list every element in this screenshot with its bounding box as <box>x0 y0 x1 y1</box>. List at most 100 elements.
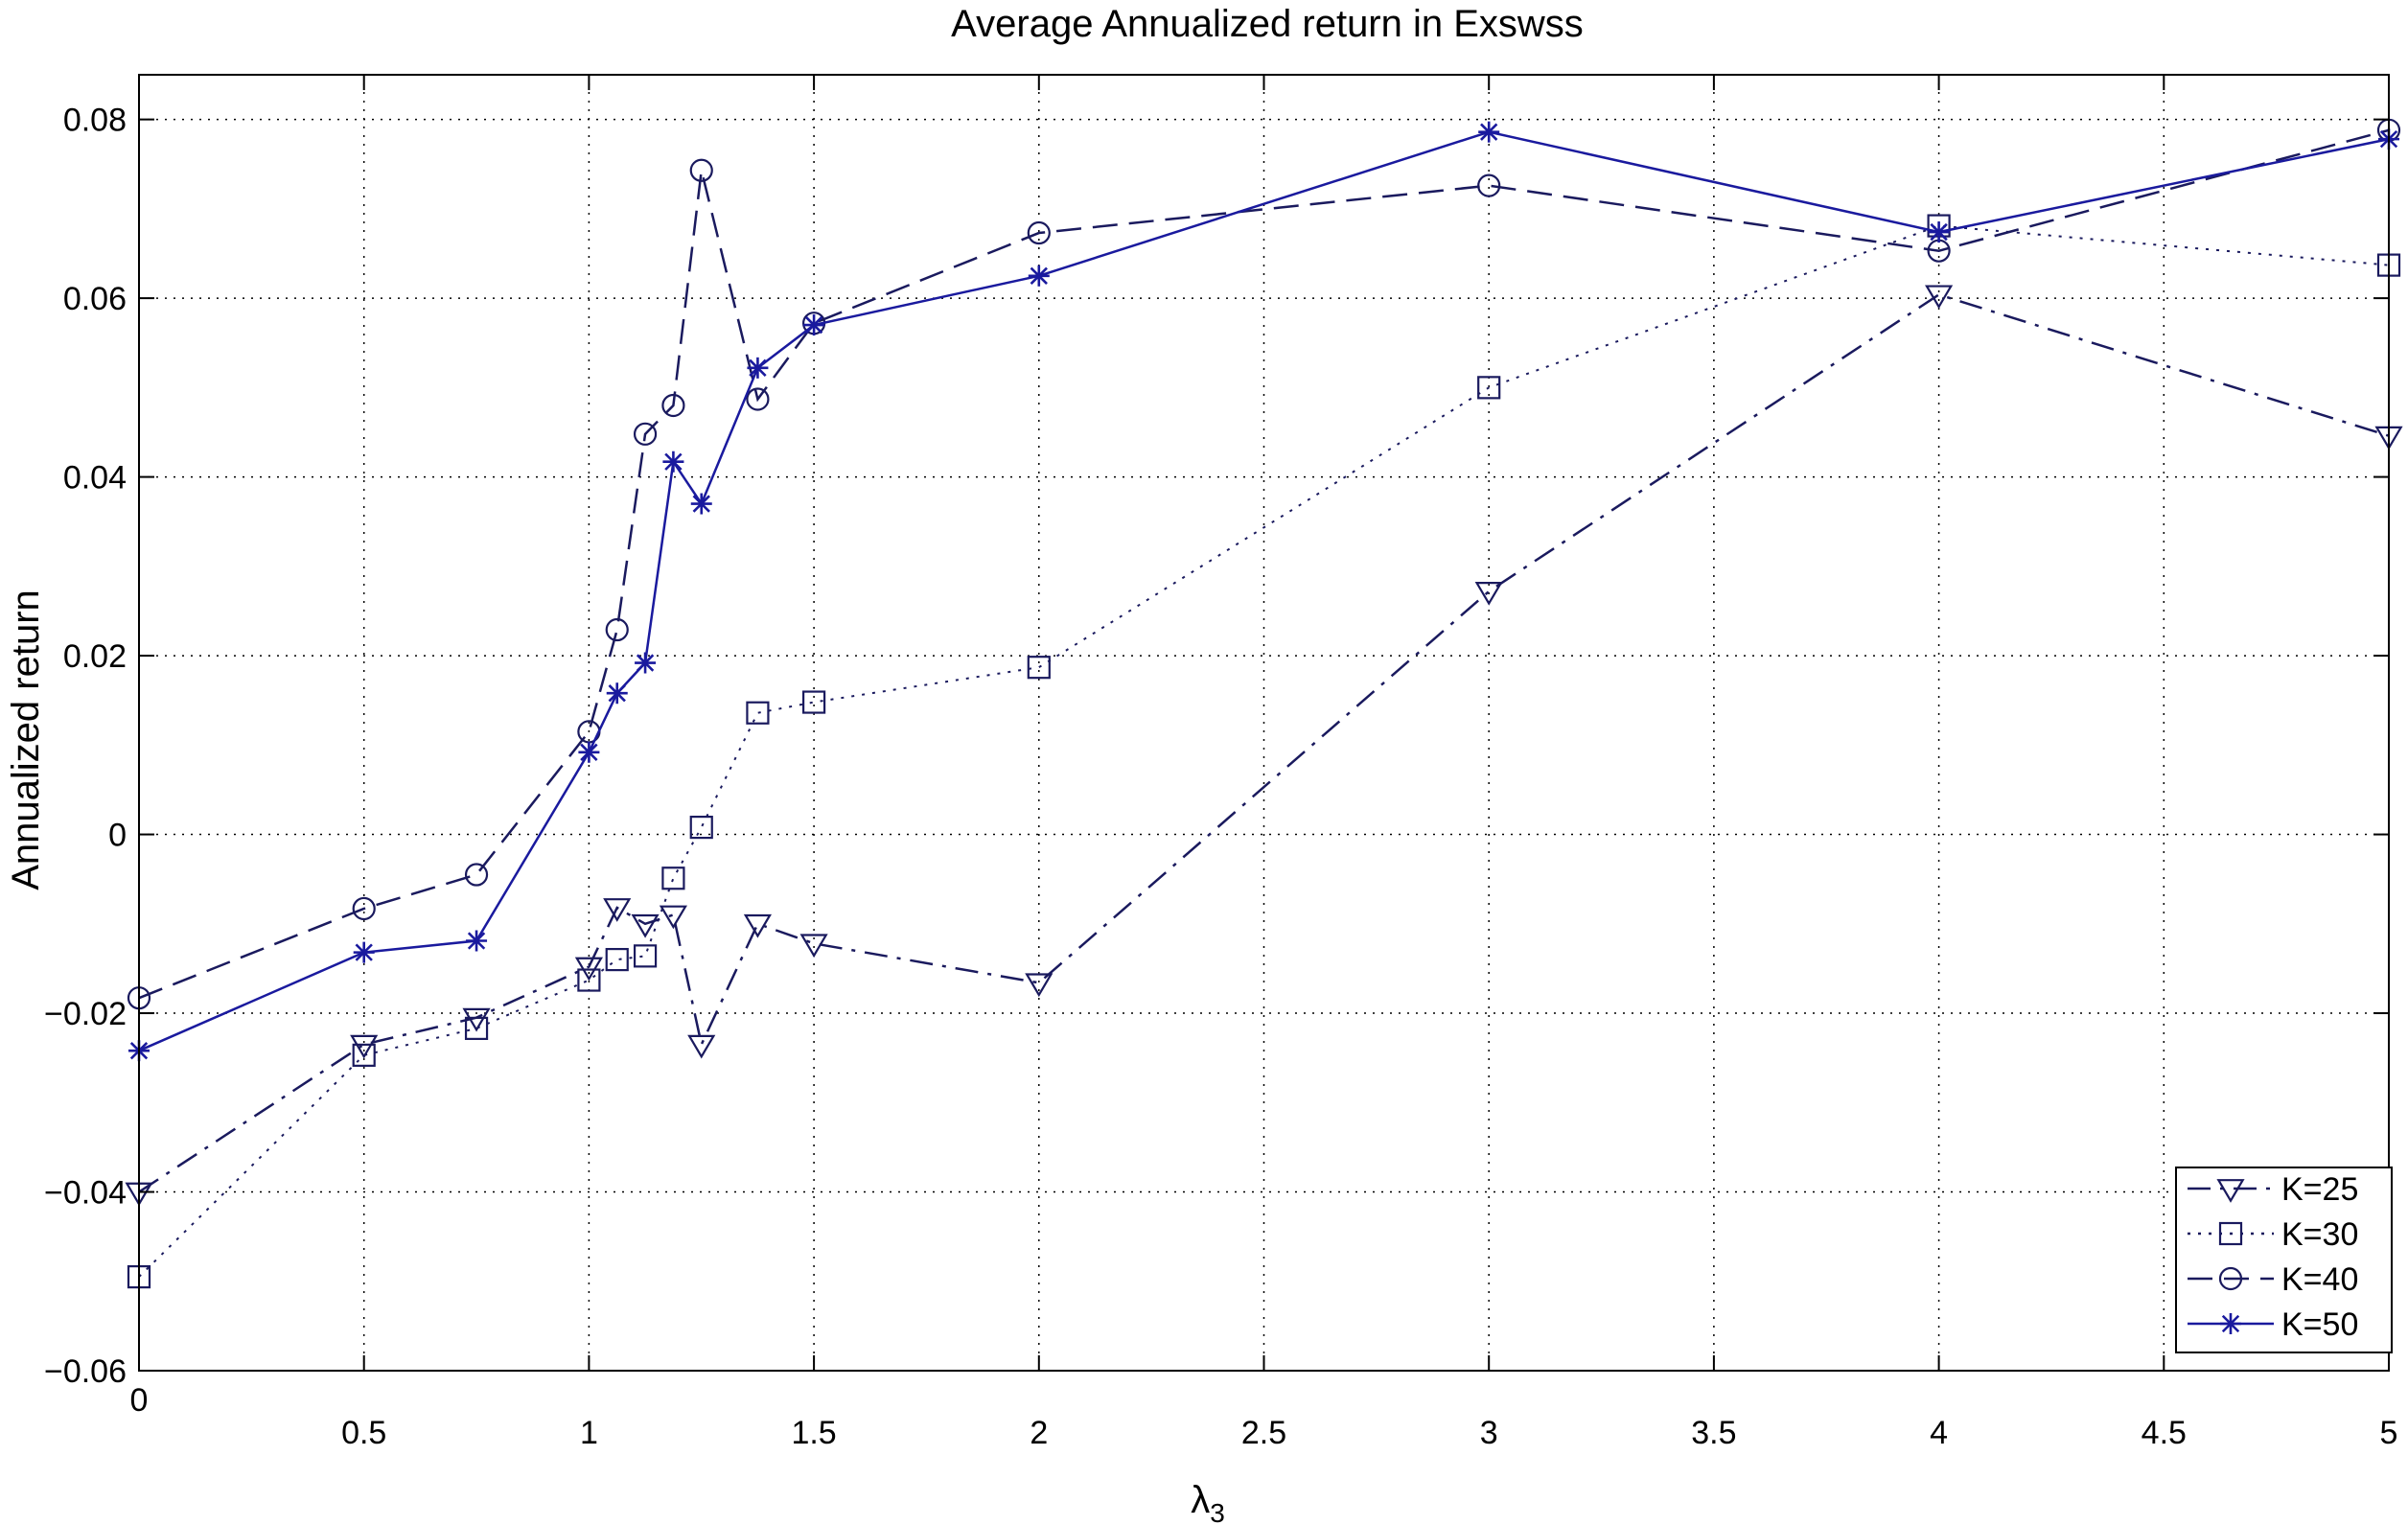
data-point <box>689 158 713 182</box>
star-stroke <box>467 932 486 950</box>
data-point <box>1928 221 1950 243</box>
legend-marker <box>2218 1266 2243 1291</box>
series-k-30 <box>127 214 2401 1289</box>
legend-marker <box>2220 1313 2241 1334</box>
data-point <box>578 741 600 763</box>
x-axis-label-main: λ <box>1191 1479 1210 1521</box>
data-point <box>661 866 685 890</box>
legend-entries: K=25 K=30 K=40 K=50 <box>2188 1171 2358 1343</box>
y-tick-label: 0.06 <box>63 281 127 317</box>
x-tick-labels: 0 0.5 1 1.5 2 2.5 3 3.5 4 4.5 5 <box>130 1382 2398 1451</box>
data-point <box>746 701 770 725</box>
data-point <box>603 898 632 922</box>
data-point <box>577 968 601 992</box>
legend-label: K=50 <box>2281 1306 2358 1343</box>
star-stroke <box>580 743 598 761</box>
star-stroke <box>749 358 767 378</box>
data-point <box>1025 973 1054 998</box>
data-point <box>606 682 628 705</box>
y-tick-label: −0.02 <box>44 996 127 1032</box>
data-point <box>661 393 685 418</box>
grid-lines <box>139 75 2389 1371</box>
legend-entry: K=25 <box>2188 1171 2358 1208</box>
star-stroke <box>804 315 823 335</box>
x-tick-label: 0.5 <box>341 1415 386 1451</box>
star-stroke <box>355 943 373 961</box>
x-tick-label: 0 <box>130 1382 149 1419</box>
legend-marker <box>2216 1179 2245 1203</box>
data-point <box>605 617 629 642</box>
data-point <box>352 1043 376 1067</box>
data-point <box>1028 265 1050 287</box>
y-tick-label: 0.04 <box>63 460 127 497</box>
series-k-25 <box>125 285 2403 1207</box>
legend-entry: K=50 <box>2188 1306 2358 1343</box>
y-tick-labels: −0.06 −0.04 −0.02 0 0.02 0.04 0.06 0.08 <box>44 103 127 1390</box>
series-line <box>138 293 2390 1193</box>
data-point <box>1477 376 1501 400</box>
data-point <box>353 941 375 963</box>
legend-label: K=30 <box>2281 1216 2358 1253</box>
data-point <box>352 896 376 921</box>
data-point <box>687 1034 716 1059</box>
legend-entry: K=40 <box>2188 1261 2358 1298</box>
data-point <box>605 947 629 972</box>
chart-title: Average Annualized return in Exswss <box>951 3 1584 45</box>
x-tick-label: 4 <box>1930 1415 1948 1451</box>
series-k-40 <box>127 118 2401 1010</box>
data-point <box>633 422 658 446</box>
data-point <box>1027 220 1051 245</box>
data-point <box>464 1016 489 1040</box>
data-point <box>1477 173 1501 197</box>
data-point <box>662 451 684 473</box>
legend-box <box>2175 1167 2393 1353</box>
y-tick-label: 0 <box>108 818 127 854</box>
axis-ticks <box>138 75 2390 1372</box>
data-point <box>631 913 660 938</box>
data-point <box>462 1007 491 1032</box>
data-point <box>746 387 770 411</box>
star-stroke <box>636 654 655 672</box>
legend: K=25 K=30 K=40 K=50 <box>2175 1167 2393 1353</box>
series-line <box>138 128 2390 1000</box>
data-point <box>1027 656 1051 680</box>
x-tick-label: 1.5 <box>791 1415 836 1451</box>
y-tick-label: 0.02 <box>63 638 127 675</box>
legend-label: K=40 <box>2281 1261 2358 1298</box>
legend-label: K=25 <box>2281 1171 2358 1208</box>
x-tick-label: 2.5 <box>1241 1415 1286 1451</box>
y-tick-label: 0.08 <box>63 103 127 139</box>
data-point <box>350 1034 379 1059</box>
x-axis-label: λ3 <box>1191 1479 1225 1525</box>
x-tick-label: 3 <box>1480 1415 1498 1451</box>
data-point <box>689 815 713 840</box>
star-stroke <box>2221 1314 2240 1333</box>
data-point <box>1478 121 1500 143</box>
star-stroke <box>664 452 683 471</box>
data-point <box>1474 582 1503 606</box>
x-axis-label-subscript: 3 <box>1210 1498 1225 1525</box>
star-stroke <box>1030 266 1048 285</box>
star-stroke <box>1480 123 1498 141</box>
star-stroke <box>608 684 626 703</box>
y-tick-label: −0.06 <box>44 1353 127 1390</box>
y-tick-label: −0.04 <box>44 1175 127 1212</box>
data-point <box>633 944 658 968</box>
data-point <box>799 934 828 959</box>
legend-marker <box>2218 1221 2243 1246</box>
x-tick-label: 4.5 <box>2142 1415 2187 1451</box>
data-point <box>747 357 769 379</box>
series-layer <box>125 118 2403 1289</box>
series-line <box>138 224 2390 1278</box>
data-point <box>803 314 825 336</box>
series-line <box>138 130 2390 1052</box>
x-tick-label: 1 <box>580 1415 598 1451</box>
data-point <box>464 863 489 887</box>
x-tick-label: 5 <box>2380 1415 2398 1451</box>
data-point <box>1925 285 1954 310</box>
star-stroke <box>692 495 710 513</box>
x-tick-label: 3.5 <box>1691 1415 1736 1451</box>
legend-entry: K=30 <box>2188 1216 2358 1253</box>
data-point <box>659 905 687 930</box>
